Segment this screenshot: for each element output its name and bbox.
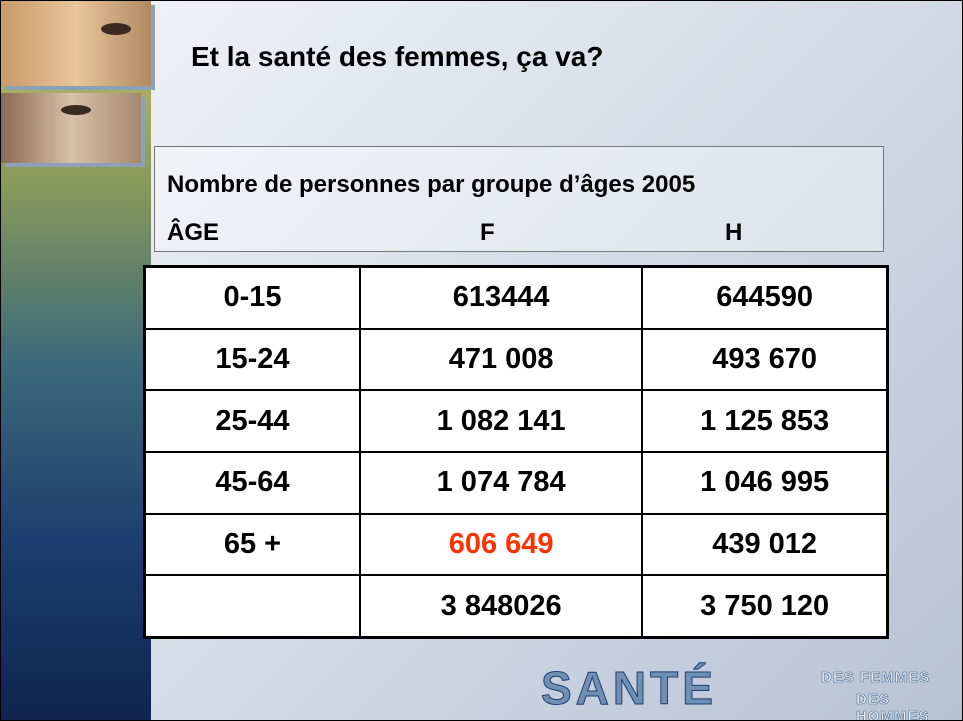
column-header: ÂGE xyxy=(167,219,220,246)
table-cell: 471 008 xyxy=(358,327,644,392)
table-row: 45-64 1 074 784 1 046 995 xyxy=(143,450,889,515)
table-row: 65 +606 649 439 012 xyxy=(143,512,889,577)
table-cell: 15-24 xyxy=(143,327,361,392)
photo xyxy=(1,93,141,163)
table-row: 3 848026 3 750 120 xyxy=(143,574,889,639)
title: Et la santé des femmes, ça va? xyxy=(191,41,604,72)
table-cell: 3 848026 xyxy=(358,574,644,639)
table-cell xyxy=(143,574,361,639)
table-cell: 644590 xyxy=(641,265,889,330)
logo-text: DES FEMMES xyxy=(821,669,931,687)
data-table: 0-15 613444 644590 15-24 471 008 493 670 25-44… xyxy=(143,265,889,639)
logo-text: DES HOMMES xyxy=(856,691,930,721)
table-cell: 25-44 xyxy=(143,389,361,453)
table-cell: 45-64 xyxy=(143,450,361,515)
table-row: 25-44 1 082 141 1 125 853 xyxy=(143,389,889,453)
table-cell: 613444 xyxy=(358,265,644,330)
logo: SANTÉ xyxy=(541,662,717,715)
table-cell: 439 012 xyxy=(641,512,889,577)
caption: Nombre de personnes par groupe d’âges 20… xyxy=(167,171,696,198)
table-cell: 1 046 995 xyxy=(641,450,889,515)
column-header: H xyxy=(725,219,743,246)
table-cell: 3 750 120 xyxy=(641,574,889,639)
table-cell: 0-15 xyxy=(143,265,361,330)
table-cell: 1 074 784 xyxy=(358,450,644,515)
table-cell: 606 649 xyxy=(358,512,644,577)
table-cell: 1 082 141 xyxy=(358,389,644,453)
table-cell: 1 125 853 xyxy=(641,389,889,453)
column-header: F xyxy=(480,219,495,246)
table-cell: 65 + xyxy=(143,512,361,577)
table-row: 15-24 471 008 493 670 xyxy=(143,327,889,392)
photo xyxy=(1,1,151,86)
table-row: 0-15 613444 644590 xyxy=(143,265,889,330)
table-header: Nombre de personnes par groupe d’âges 20… xyxy=(154,146,884,252)
table-cell: 493 670 xyxy=(641,327,889,392)
